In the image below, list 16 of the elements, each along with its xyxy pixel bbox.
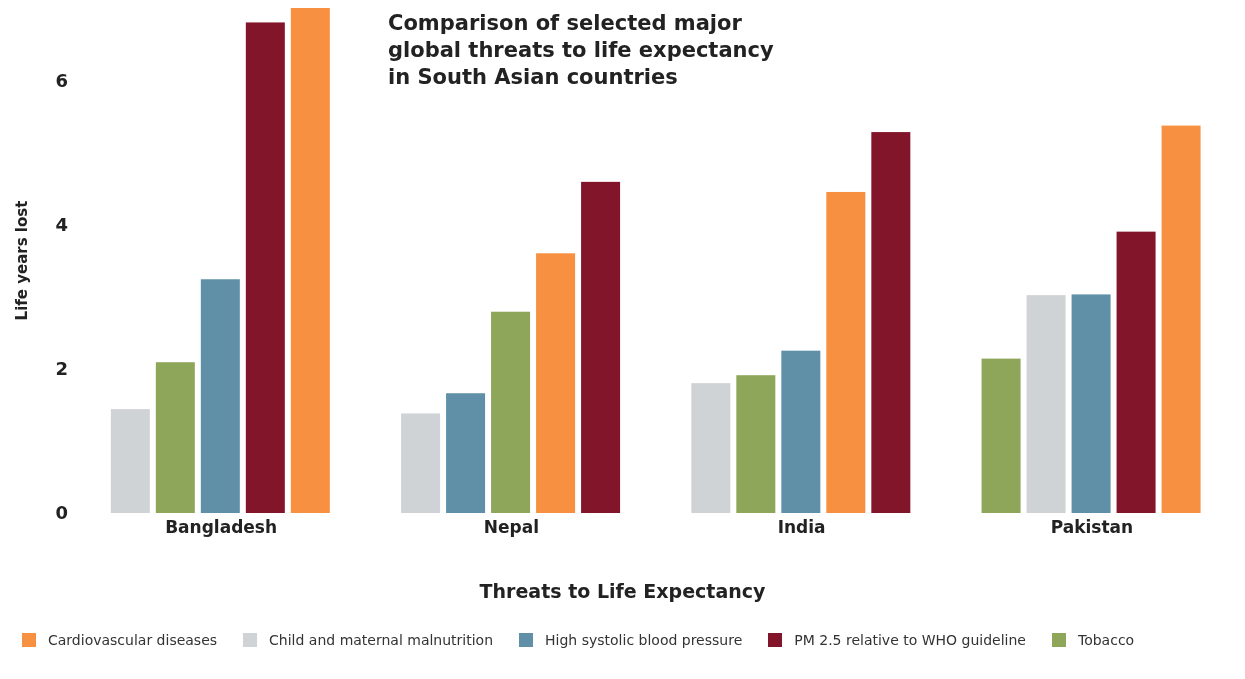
y-axis-title: Life years lost <box>13 200 32 321</box>
x-tick-label: Bangladesh <box>165 517 278 538</box>
legend-label: PM 2.5 relative to WHO guideline <box>794 632 1026 648</box>
x-axis-title: Threats to Life Expectancy <box>478 580 767 602</box>
text: Comparison of selected major global threats to life expectancy in South Asian countries <box>388 10 775 91</box>
y-tick-label: 6 <box>55 69 68 91</box>
legend-label: Cardiovascular diseases <box>48 632 218 648</box>
legend-label: Tobacco <box>1077 632 1135 648</box>
x-tick-label: India <box>777 517 826 538</box>
legend-label: High systolic blood pressure <box>545 632 743 648</box>
x-tick-label: Nepal <box>483 517 539 538</box>
legend-label: Child and maternal malnutrition <box>269 632 494 648</box>
y-tick-label: 0 <box>55 502 68 524</box>
x-tick-label: Pakistan <box>1050 517 1134 538</box>
y-tick-label: 2 <box>55 358 68 380</box>
y-tick-label: 4 <box>55 213 68 235</box>
